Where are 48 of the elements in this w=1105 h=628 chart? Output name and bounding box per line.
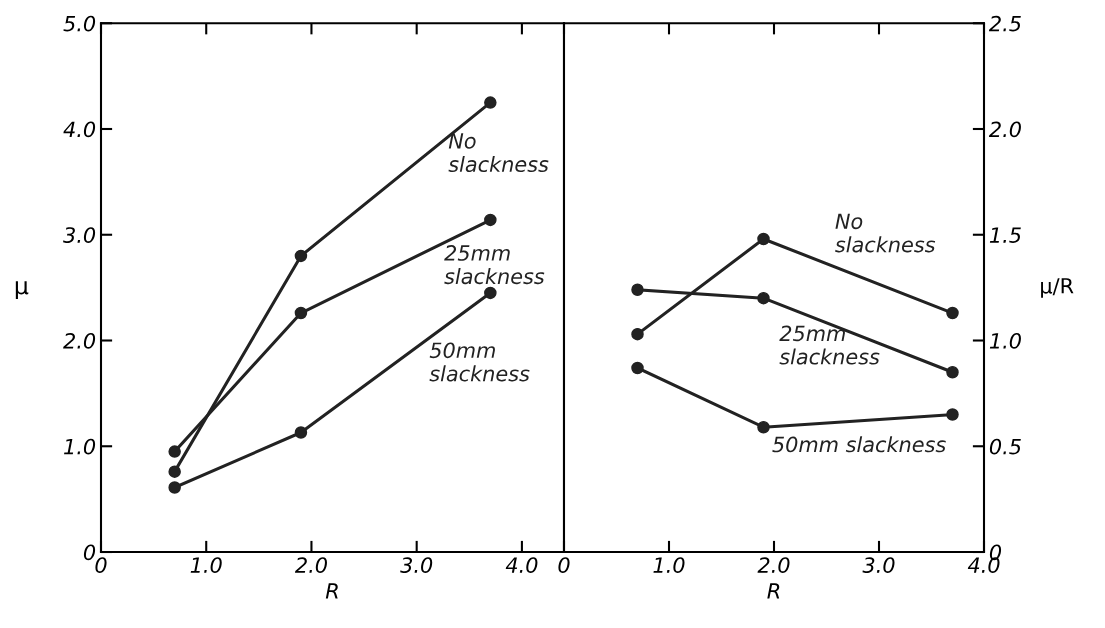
point xyxy=(168,465,181,478)
y2-tick-label: 1.5 xyxy=(989,227,1021,243)
point xyxy=(631,361,644,375)
point xyxy=(484,213,497,227)
y-axis-title: μ xyxy=(15,281,29,300)
series-label: 50mm slackness xyxy=(429,342,530,382)
x-axis-title: R xyxy=(325,583,338,599)
x-tick-label: 0 xyxy=(558,557,570,573)
point xyxy=(294,306,308,320)
point xyxy=(631,283,644,296)
point xyxy=(168,481,181,494)
point xyxy=(631,327,644,341)
x-tick-label: 3.0 xyxy=(400,557,433,573)
y2-tick-label: 0.5 xyxy=(989,438,1021,455)
x-tick-label: 1.0 xyxy=(653,557,685,573)
y2-tick-label: 2.0 xyxy=(988,121,1021,138)
y2-tick-label: 2.5 xyxy=(988,15,1021,32)
x-tick-label: 2.0 xyxy=(294,557,327,573)
point xyxy=(484,96,497,109)
y-tick-label: 4.0 xyxy=(63,121,96,138)
point xyxy=(484,286,497,300)
y-tick-label: 0 xyxy=(83,544,96,561)
series-label: No slackness xyxy=(448,133,549,173)
y2-tick-label: 1.0 xyxy=(989,332,1021,349)
y2-axis-title: μ/R xyxy=(1041,278,1074,298)
y-tick-label: 3.0 xyxy=(63,227,96,243)
x-tick-label: 4.0 xyxy=(505,557,538,573)
point xyxy=(946,306,959,320)
y-tick-label: 1.0 xyxy=(64,438,96,455)
point xyxy=(946,408,959,421)
x-tick-label: 2.0 xyxy=(757,557,790,573)
x-tick-label: 3.0 xyxy=(862,557,895,573)
y-tick-label: 2.0 xyxy=(63,332,96,349)
point xyxy=(168,445,181,458)
point xyxy=(294,249,308,263)
x-tick-label: 1.0 xyxy=(190,557,222,573)
y-tick-label: 5.0 xyxy=(63,15,96,32)
point xyxy=(294,426,308,439)
point xyxy=(757,420,770,434)
x-tick-label: 0 xyxy=(95,557,107,573)
series-label: 25mm slackness xyxy=(779,325,880,365)
series-label: No slackness xyxy=(835,213,936,253)
series-label: 25mm slackness xyxy=(444,245,545,285)
series-label: 50mm slackness xyxy=(772,436,946,453)
point xyxy=(946,365,959,379)
point xyxy=(757,232,770,246)
x-axis-title: R xyxy=(767,583,780,599)
point xyxy=(757,291,770,305)
